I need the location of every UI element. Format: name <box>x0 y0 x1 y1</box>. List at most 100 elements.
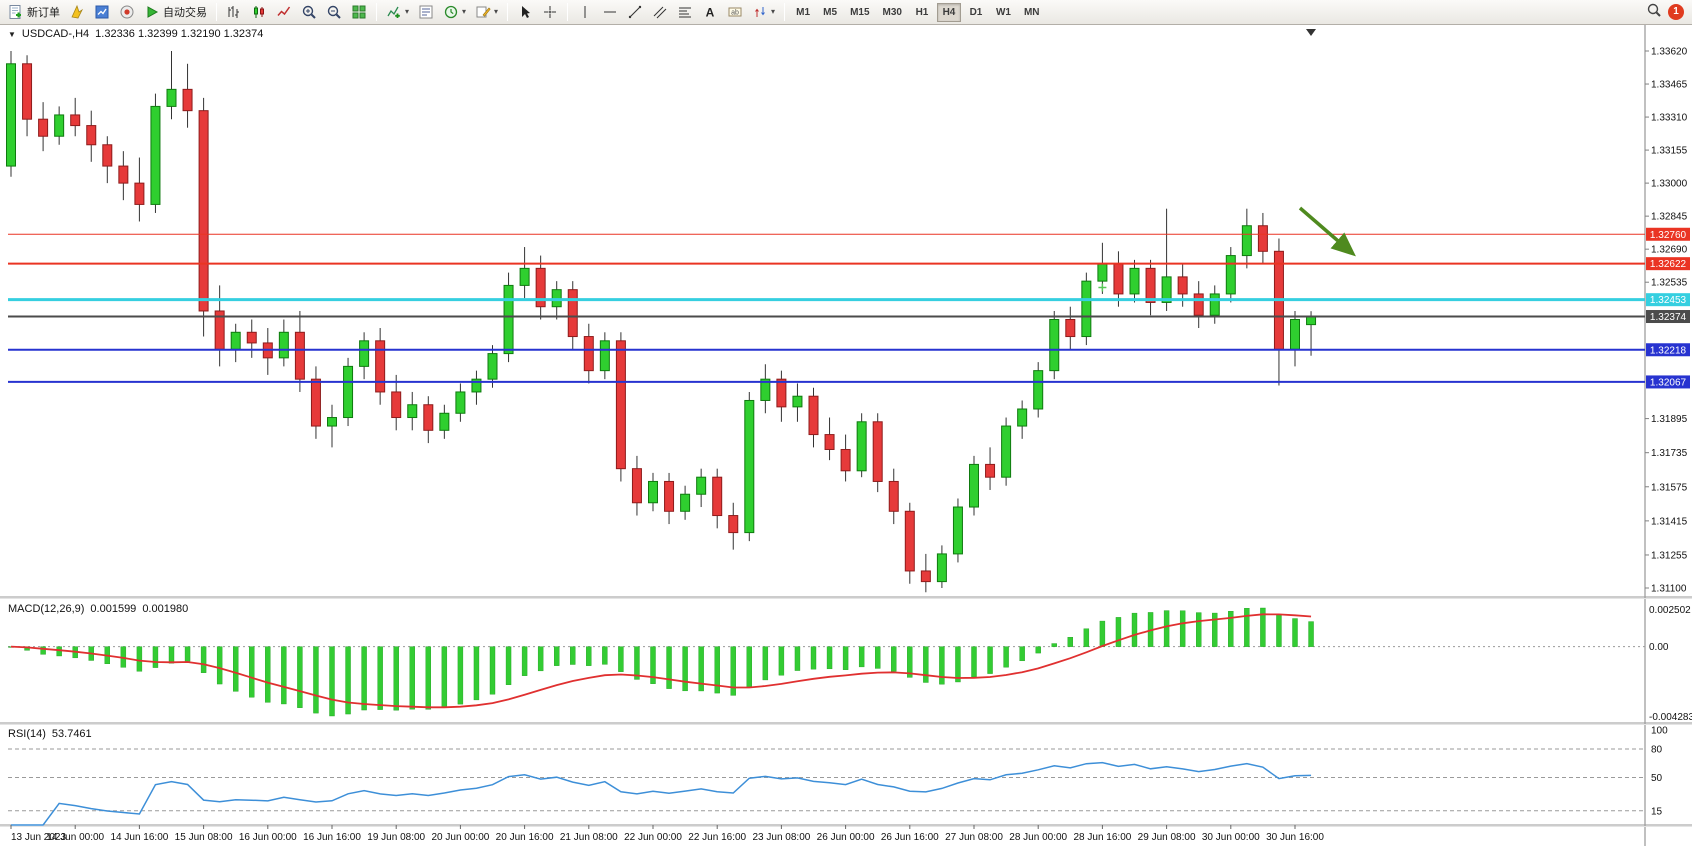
svg-text:30 Jun 16:00: 30 Jun 16:00 <box>1266 832 1324 843</box>
collapse-triangle-icon[interactable]: ▼ <box>8 29 16 39</box>
text-button[interactable]: A <box>698 2 722 23</box>
svg-text:1.31575: 1.31575 <box>1651 482 1688 493</box>
arrows-button[interactable]: ▾ <box>748 2 779 23</box>
candle <box>567 289 578 338</box>
template-pencil-icon <box>476 6 491 18</box>
chart-ohlc: 1.32336 1.32399 1.32190 1.32374 <box>95 28 264 40</box>
rsi-label: RSI(14) <box>8 728 46 740</box>
zoom-out-button[interactable] <box>322 2 346 23</box>
timeframe-button-m30[interactable]: M30 <box>878 3 907 22</box>
fibonacci-button[interactable] <box>673 2 697 23</box>
svg-text:13 Jun 2023: 13 Jun 2023 <box>11 832 66 843</box>
trendline-icon <box>628 5 642 19</box>
svg-text:22 Jun 00:00: 22 Jun 00:00 <box>624 832 682 843</box>
objects-list-icon <box>419 5 433 19</box>
candle <box>904 510 915 572</box>
candle <box>38 118 49 137</box>
templates-button[interactable]: ▾ <box>471 2 502 23</box>
horizontal-line-icon <box>604 11 617 13</box>
rsi-line <box>11 761 1312 826</box>
svg-text:80: 80 <box>1651 745 1663 756</box>
candle <box>471 378 482 393</box>
svg-text:1.32374: 1.32374 <box>1650 312 1687 323</box>
candle <box>455 391 466 414</box>
price-line-badge: 1.32622 <box>1646 257 1690 271</box>
tile-windows-button[interactable] <box>347 2 371 23</box>
macd-histogram <box>8 607 1314 717</box>
periods-button[interactable]: ▾ <box>439 2 470 23</box>
timeframe-button-mn[interactable]: MN <box>1019 3 1045 22</box>
svg-text:20 Jun 00:00: 20 Jun 00:00 <box>431 832 489 843</box>
market-watch-button[interactable] <box>90 2 114 23</box>
timeframe-button-m5[interactable]: M5 <box>818 3 842 22</box>
svg-text:ab: ab <box>731 10 739 17</box>
svg-text:1.32453: 1.32453 <box>1650 295 1687 306</box>
svg-text:1.32218: 1.32218 <box>1650 345 1687 356</box>
candle <box>615 340 626 470</box>
horizontal-line-button[interactable] <box>598 2 622 23</box>
new-order-label: 新订单 <box>27 7 60 19</box>
vertical-line-button[interactable] <box>573 2 597 23</box>
candle <box>648 480 658 504</box>
cursor-button[interactable] <box>513 2 537 23</box>
algo-trading-button[interactable]: 自动交易 <box>140 2 211 23</box>
svg-text:20 Jun 16:00: 20 Jun 16:00 <box>496 832 554 843</box>
candlestick-chart-icon <box>254 6 264 18</box>
objects-list-button[interactable] <box>414 2 438 23</box>
timeframe-group: M1 M5 M15 M30 H1 H4 D1 W1 MN <box>790 2 1045 22</box>
timeframe-button-m1[interactable]: M1 <box>791 3 815 22</box>
candle <box>1017 408 1028 427</box>
timeframe-button-d1[interactable]: D1 <box>964 3 988 22</box>
candle <box>198 110 209 312</box>
candle <box>423 404 434 431</box>
equidistant-channel-button[interactable] <box>648 2 672 23</box>
timeframe-button-h4[interactable]: H4 <box>936 2 961 22</box>
chevron-down-icon: ▾ <box>494 7 499 16</box>
timeframe-button-m15[interactable]: M15 <box>845 3 874 22</box>
candle <box>375 340 386 393</box>
candle <box>150 105 161 205</box>
new-order-icon <box>9 5 21 19</box>
text-label-button[interactable]: ab <box>723 2 747 23</box>
svg-text:1.31415: 1.31415 <box>1651 516 1688 527</box>
crosshair-button[interactable] <box>538 2 562 23</box>
toolbar-separator <box>376 3 377 21</box>
chart-shift-marker[interactable] <box>1306 29 1316 36</box>
trendline-button[interactable] <box>623 2 647 23</box>
search-icon[interactable] <box>1646 2 1662 23</box>
candle <box>1290 319 1300 350</box>
toolbar-separator <box>507 3 509 21</box>
market-watch-icon <box>95 5 109 19</box>
price-axis: 1.33620 1.33465 1.33310 1.33155 1.33000 1.328… <box>1645 47 1688 595</box>
svg-text:16 Jun 00:00: 16 Jun 00:00 <box>239 832 297 843</box>
candle <box>952 506 963 555</box>
candle <box>1241 225 1252 257</box>
svg-text:30 Jun 00:00: 30 Jun 00:00 <box>1202 832 1260 843</box>
svg-text:50: 50 <box>1651 773 1663 784</box>
bar-chart-button[interactable] <box>222 2 246 23</box>
candlestick-chart-button[interactable] <box>247 2 271 23</box>
candle <box>487 353 498 380</box>
svg-text:1.33310: 1.33310 <box>1651 113 1688 124</box>
candle <box>776 378 787 408</box>
timeframe-button-w1[interactable]: W1 <box>991 3 1016 22</box>
new-order-button[interactable]: 新订单 <box>4 2 64 23</box>
arrow-annotation[interactable] <box>1298 206 1356 257</box>
candle <box>70 114 81 127</box>
macd-label: MACD(12,26,9) <box>8 603 85 615</box>
line-chart-button[interactable] <box>272 2 296 23</box>
svg-text:1.32690: 1.32690 <box>1651 245 1688 256</box>
candle <box>1113 263 1124 295</box>
svg-text:0.002502: 0.002502 <box>1649 605 1691 616</box>
economic-calendar-button[interactable] <box>115 2 139 23</box>
svg-text:1.32067: 1.32067 <box>1650 377 1687 388</box>
indicators-button[interactable]: ▾ <box>382 2 413 23</box>
chart-canvas: 1.33620 1.33465 1.33310 1.33155 1.33000 1.328… <box>0 25 1692 846</box>
notification-badge[interactable]: 1 <box>1668 4 1684 20</box>
arrows-icon <box>755 7 765 17</box>
svg-text:100: 100 <box>1651 726 1668 737</box>
metaeditor-button[interactable] <box>65 2 89 23</box>
zoom-in-button[interactable] <box>297 2 321 23</box>
timeframe-button-h1[interactable]: H1 <box>910 3 934 22</box>
candle <box>230 331 241 350</box>
